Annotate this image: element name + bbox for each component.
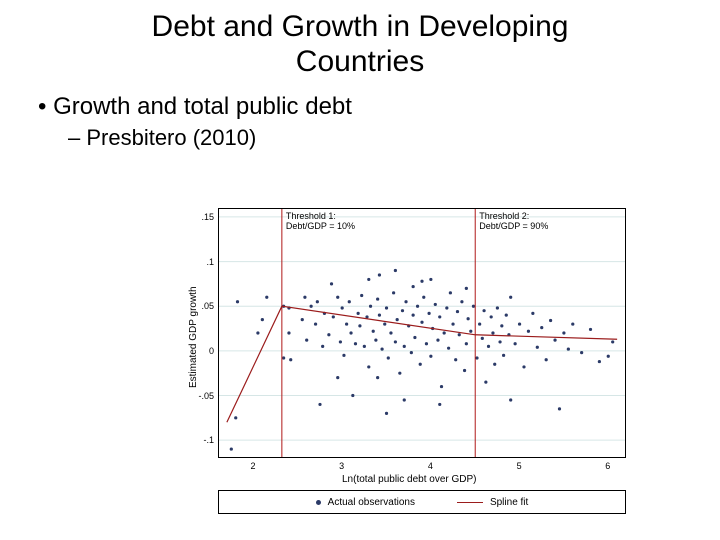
legend-marker-line-icon [457,502,483,503]
threshold-label-2: Threshold 2:Debt/GDP = 90% [479,212,548,232]
y-tick-label: -.1 [203,435,214,445]
bullet-level1: • Growth and total public debt [38,93,720,121]
bullet1-text: Growth and total public debt [53,93,352,120]
legend-marker-dot-icon [316,500,321,505]
plot-area [218,208,626,458]
legend: Actual observations Spline fit [218,490,626,514]
legend-item-observations: Actual observations [316,497,415,508]
bullet-level2: – Presbitero (2010) [68,125,720,151]
title-line1: Debt and Growth in Developing [152,10,569,43]
x-tick-label: 2 [250,461,255,471]
y-tick-label: 0 [209,346,214,356]
threshold-label-1: Threshold 1:Debt/GDP = 10% [286,212,355,232]
y-tick-label: .05 [201,301,214,311]
x-tick-label: 6 [605,461,610,471]
bullet2-text: – Presbitero (2010) [68,125,256,150]
plot-svg [218,208,626,458]
x-tick-label: 3 [339,461,344,471]
chart-container: Estimated GDP growth Ln(total public deb… [176,200,636,520]
y-tick-label: -.05 [198,391,214,401]
x-axis-label: Ln(total public debt over GDP) [342,474,477,485]
bullet-list: • Growth and total public debt – Presbit… [38,93,720,151]
y-tick-label: .1 [206,257,214,267]
slide-title: Debt and Growth in Developing Countries [0,0,720,79]
legend-label-spline: Spline fit [490,497,528,508]
title-line2: Countries [296,45,424,78]
x-tick-label: 5 [517,461,522,471]
x-tick-label: 4 [428,461,433,471]
legend-label-observations: Actual observations [328,497,415,508]
legend-item-spline: Spline fit [457,497,528,508]
slide: Debt and Growth in Developing Countries … [0,0,720,540]
y-axis-label: Estimated GDP growth [188,286,199,388]
y-tick-label: .15 [201,212,214,222]
